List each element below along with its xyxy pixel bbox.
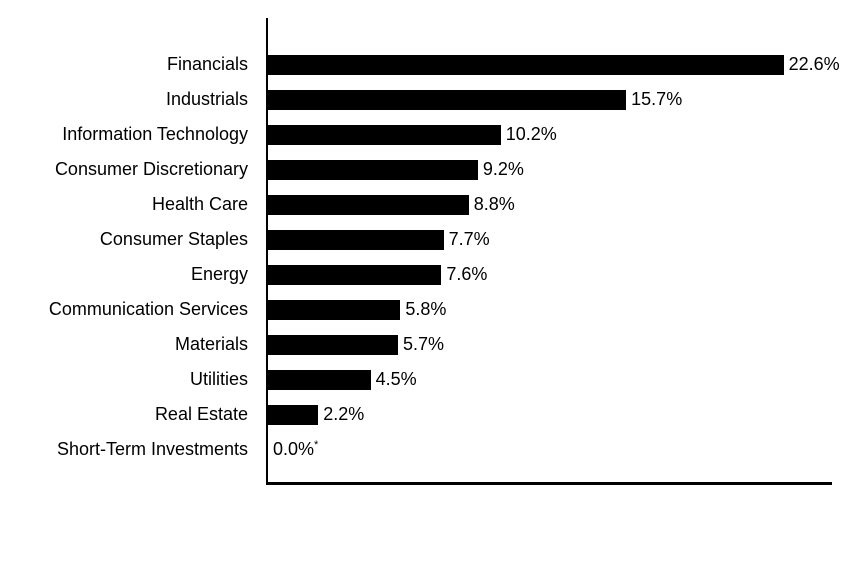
value-text: 10.2% bbox=[505, 124, 557, 144]
bar-track: 10.2% bbox=[268, 117, 852, 152]
category-label: Utilities bbox=[189, 369, 248, 389]
chart-row: Consumer Staples 7.7% bbox=[0, 222, 852, 257]
bar-track: 2.2% bbox=[268, 397, 852, 432]
chart-row: Real Estate 2.2% bbox=[0, 397, 852, 432]
bar bbox=[268, 89, 627, 110]
category-label: Consumer Discretionary bbox=[54, 159, 248, 179]
value-label: 5.8% bbox=[405, 299, 446, 320]
value-label: 22.6% bbox=[789, 54, 840, 75]
value-text: 0.0% bbox=[273, 439, 315, 459]
bar-track: 5.8% bbox=[268, 292, 852, 327]
bar bbox=[268, 334, 399, 355]
bar bbox=[268, 159, 478, 180]
value-text: 22.6% bbox=[788, 54, 840, 74]
category-label: Health Care bbox=[151, 194, 248, 214]
bar bbox=[268, 54, 784, 75]
bar-track: 5.7% bbox=[268, 327, 852, 362]
value-text: 7.7% bbox=[448, 229, 490, 249]
chart-row: Financials 22.6% bbox=[0, 47, 852, 82]
bar bbox=[268, 299, 401, 320]
value-label: 5.7% bbox=[403, 334, 444, 355]
category-label: Consumer Staples bbox=[99, 229, 248, 249]
value-text: 7.6% bbox=[446, 264, 488, 284]
bar-track: 7.6% bbox=[268, 257, 852, 292]
category-label: Information Technology bbox=[62, 124, 248, 144]
value-label: 9.2% bbox=[483, 159, 524, 180]
footnote-marker: * bbox=[314, 439, 319, 451]
chart-row: Utilities 4.5% bbox=[0, 362, 852, 397]
bar-track: 22.6% bbox=[268, 47, 852, 82]
bar bbox=[268, 229, 444, 250]
bar bbox=[268, 404, 319, 425]
chart-row: Consumer Discretionary 9.2% bbox=[0, 152, 852, 187]
chart-row: Health Care 8.8% bbox=[0, 187, 852, 222]
bar bbox=[268, 264, 442, 285]
bar-track: 0.0%* bbox=[268, 432, 852, 467]
bar-track: 4.5% bbox=[268, 362, 852, 397]
category-label: Energy bbox=[190, 264, 248, 284]
chart-row: Communication Services 5.8% bbox=[0, 292, 852, 327]
value-text: 2.2% bbox=[323, 404, 365, 424]
value-text: 4.5% bbox=[375, 369, 417, 389]
chart-row: Materials 5.7% bbox=[0, 327, 852, 362]
value-text: 5.7% bbox=[403, 334, 445, 354]
category-label: Real Estate bbox=[154, 404, 248, 424]
value-label: 15.7% bbox=[631, 89, 682, 110]
value-text: 9.2% bbox=[482, 159, 524, 179]
bar-track: 15.7% bbox=[268, 82, 852, 117]
bar-track: 7.7% bbox=[268, 222, 852, 257]
value-label: 10.2% bbox=[506, 124, 557, 145]
bar bbox=[268, 124, 501, 145]
category-label: Materials bbox=[174, 334, 248, 354]
plot-frame-axes bbox=[266, 18, 832, 485]
category-label: Financials bbox=[166, 54, 248, 74]
chart-row: Information Technology 10.2% bbox=[0, 117, 852, 152]
value-text: 5.8% bbox=[405, 299, 447, 319]
value-label: 7.7% bbox=[449, 229, 490, 250]
value-label: 7.6% bbox=[446, 264, 487, 285]
bar bbox=[268, 194, 469, 215]
bar-track: 9.2% bbox=[268, 152, 852, 187]
value-text: 8.8% bbox=[473, 194, 515, 214]
value-label: 4.5% bbox=[376, 369, 417, 390]
value-label: 0.0%* bbox=[273, 439, 318, 460]
chart-rows: Financials 22.6% Industrials 15.7% Infor… bbox=[0, 47, 852, 467]
category-label: Industrials bbox=[165, 89, 248, 109]
bar bbox=[268, 369, 371, 390]
category-label: Communication Services bbox=[48, 299, 248, 319]
bar-track: 8.8% bbox=[268, 187, 852, 222]
value-label: 8.8% bbox=[474, 194, 515, 215]
category-label: Short-Term Investments bbox=[56, 439, 248, 459]
chart-row: Short-Term Investments 0.0%* bbox=[0, 432, 852, 467]
chart-row: Industrials 15.7% bbox=[0, 82, 852, 117]
value-label: 2.2% bbox=[323, 404, 364, 425]
chart-row: Energy 7.6% bbox=[0, 257, 852, 292]
value-text: 15.7% bbox=[631, 89, 683, 109]
